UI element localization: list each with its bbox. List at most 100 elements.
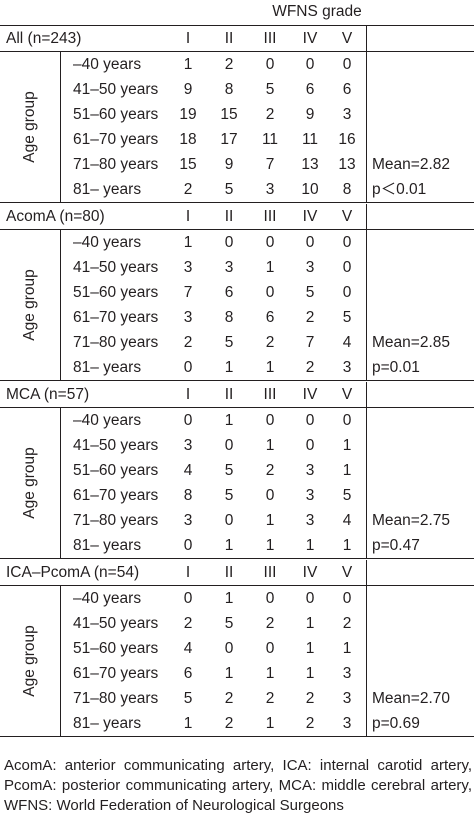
- table-row: 41–50 years 9 8 5 6 6: [0, 77, 474, 102]
- grade-count: 0: [183, 359, 193, 376]
- section-title: All (n=243): [6, 30, 82, 47]
- table-row: 81– years 0 1 1 1 1 p=0.47: [0, 533, 474, 558]
- grade-count: 3: [183, 512, 193, 529]
- grade-count: 6: [183, 665, 193, 682]
- section-bottom-rule: [0, 736, 474, 737]
- grade-count: 0: [265, 640, 275, 657]
- grade-label: II: [224, 386, 234, 403]
- grade-count: 0: [342, 56, 352, 73]
- grade-count: 0: [224, 512, 234, 529]
- grade-count: 1: [342, 462, 352, 479]
- grade-count: 0: [183, 590, 193, 607]
- stat-value: Mean=2.70: [372, 690, 450, 707]
- section-title-row: All (n=243) I II III IV V: [0, 26, 474, 51]
- grade-count: 0: [265, 234, 275, 251]
- grade-count: 6: [342, 81, 352, 98]
- grade-count: 2: [265, 690, 275, 707]
- grade-count: 1: [183, 715, 193, 732]
- age-range: 51–60 years: [73, 462, 159, 479]
- grade-count: 1: [265, 259, 275, 276]
- table-header: WFNS grade: [0, 0, 474, 24]
- grade-count: 0: [265, 284, 275, 301]
- age-range: 81– years: [73, 359, 142, 376]
- grade-label: V: [341, 30, 353, 47]
- grade-count: 2: [305, 309, 315, 326]
- grade-count: 3: [305, 259, 315, 276]
- grade-count: 11: [301, 131, 319, 148]
- age-range: 61–70 years: [73, 131, 159, 148]
- stat-value: p=0.69: [372, 715, 420, 732]
- grade-count: 1: [305, 665, 315, 682]
- age-range: 71–80 years: [73, 156, 159, 173]
- grade-label: IV: [302, 30, 318, 47]
- grade-count: 5: [342, 309, 352, 326]
- grade-count: 5: [342, 487, 352, 504]
- age-range: 41–50 years: [73, 437, 159, 454]
- grade-count: 18: [179, 131, 197, 148]
- grade-label: II: [224, 208, 234, 225]
- grade-count: 6: [305, 81, 315, 98]
- grade-count: 3: [305, 462, 315, 479]
- age-range: 81– years: [73, 181, 142, 198]
- table-row: –40 years 1 2 0 0 0: [0, 52, 474, 77]
- grade-count: 5: [265, 81, 275, 98]
- grade-count: 6: [265, 309, 275, 326]
- grade-count: 2: [265, 106, 275, 123]
- grade-count: 0: [305, 412, 315, 429]
- grade-count: 1: [265, 665, 275, 682]
- grade-label: I: [185, 564, 191, 581]
- table-row: 81– years 0 1 1 2 3 p=0.01: [0, 355, 474, 380]
- grade-label: IV: [302, 386, 318, 403]
- grade-count: 1: [224, 665, 234, 682]
- grade-count: 2: [305, 690, 315, 707]
- table-row: –40 years 0 1 0 0 0: [0, 408, 474, 433]
- grade-count: 15: [220, 106, 238, 123]
- table-title: WFNS grade: [272, 3, 362, 20]
- age-group-divider: [60, 586, 61, 736]
- grade-count: 0: [305, 234, 315, 251]
- grade-count: 9: [305, 106, 315, 123]
- grade-count: 2: [265, 462, 275, 479]
- grade-count: 5: [224, 334, 234, 351]
- grade-count: 3: [342, 106, 352, 123]
- grade-count: 4: [342, 512, 352, 529]
- table-row: 71–80 years 2 5 2 7 4 Mean=2.85: [0, 330, 474, 355]
- grade-count: 0: [305, 590, 315, 607]
- stat-value: p=0.01: [372, 359, 420, 376]
- grade-count: 0: [183, 412, 193, 429]
- stat-divider: [366, 382, 367, 558]
- grade-label: V: [341, 386, 353, 403]
- table-row: –40 years 1 0 0 0 0: [0, 230, 474, 255]
- grade-count: 1: [224, 537, 234, 554]
- table-row: 51–60 years 7 6 0 5 0: [0, 280, 474, 305]
- grade-label: I: [185, 386, 191, 403]
- grade-count: 2: [224, 690, 234, 707]
- grade-count: 4: [342, 334, 352, 351]
- grade-count: 2: [224, 56, 234, 73]
- age-range: 51–60 years: [73, 640, 159, 657]
- section-bottom-rule: [0, 380, 474, 381]
- grade-count: 16: [338, 131, 356, 148]
- grade-count: 1: [265, 437, 275, 454]
- age-range: 71–80 years: [73, 512, 159, 529]
- section-title: ICA–PcomA (n=54): [6, 564, 140, 581]
- grade-count: 0: [342, 259, 352, 276]
- grade-count: 5: [224, 615, 234, 632]
- age-range: 41–50 years: [73, 81, 159, 98]
- grade-count: 0: [305, 437, 315, 454]
- grade-count: 7: [305, 334, 315, 351]
- grade-count: 1: [265, 715, 275, 732]
- grade-count: 2: [342, 615, 352, 632]
- table-row: 41–50 years 3 0 1 0 1: [0, 433, 474, 458]
- table-row: 81– years 2 5 3 10 8 p＜0.01: [0, 177, 474, 202]
- grade-count: 5: [305, 284, 315, 301]
- section-title: MCA (n=57): [6, 386, 90, 403]
- grade-count: 0: [342, 284, 352, 301]
- section-title-rule: [0, 229, 474, 230]
- stat-value: Mean=2.82: [372, 156, 450, 173]
- age-group-divider: [60, 230, 61, 380]
- section-bottom-rule: [0, 202, 474, 203]
- grade-count: 1: [342, 640, 352, 657]
- grade-count: 3: [183, 259, 193, 276]
- grade-count: 5: [224, 487, 234, 504]
